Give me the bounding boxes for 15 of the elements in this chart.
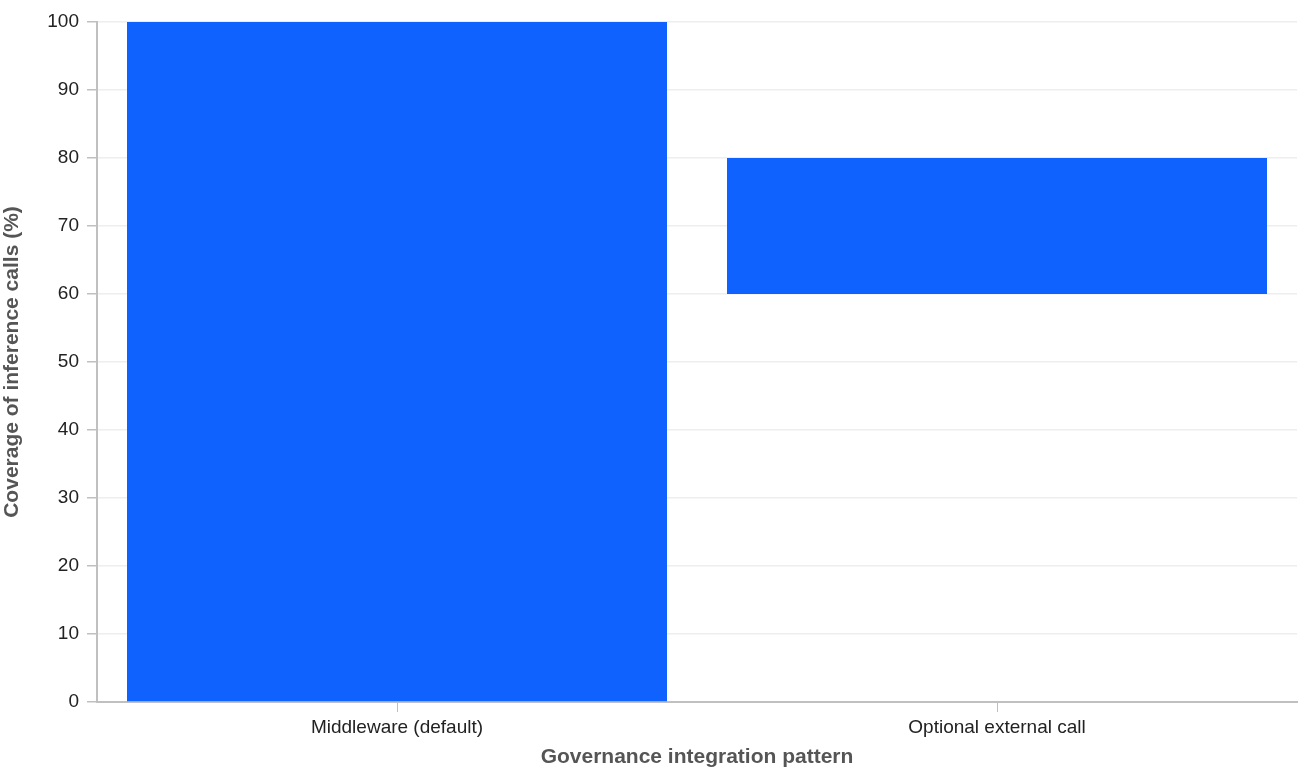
y-tick-label: 50 bbox=[57, 350, 79, 372]
y-tick-label: 90 bbox=[57, 78, 79, 100]
y-tick-label: 0 bbox=[68, 690, 79, 712]
y-tick-label: 60 bbox=[57, 282, 79, 304]
y-tick-label: 20 bbox=[57, 554, 79, 576]
x-axis-title: Governance integration pattern bbox=[540, 744, 854, 768]
y-tick-label: 80 bbox=[57, 146, 79, 168]
y-axis-title: Coverage of inference calls (%) bbox=[0, 206, 23, 518]
y-tick-label: 70 bbox=[57, 214, 79, 236]
y-tick-label: 30 bbox=[57, 486, 79, 508]
y-tick-label: 100 bbox=[47, 10, 79, 32]
x-tick-label: Optional external call bbox=[908, 715, 1086, 737]
x-tick-label: Middleware (default) bbox=[310, 715, 484, 737]
y-tick-label: 10 bbox=[57, 622, 79, 644]
y-tick-label: 40 bbox=[57, 418, 79, 440]
